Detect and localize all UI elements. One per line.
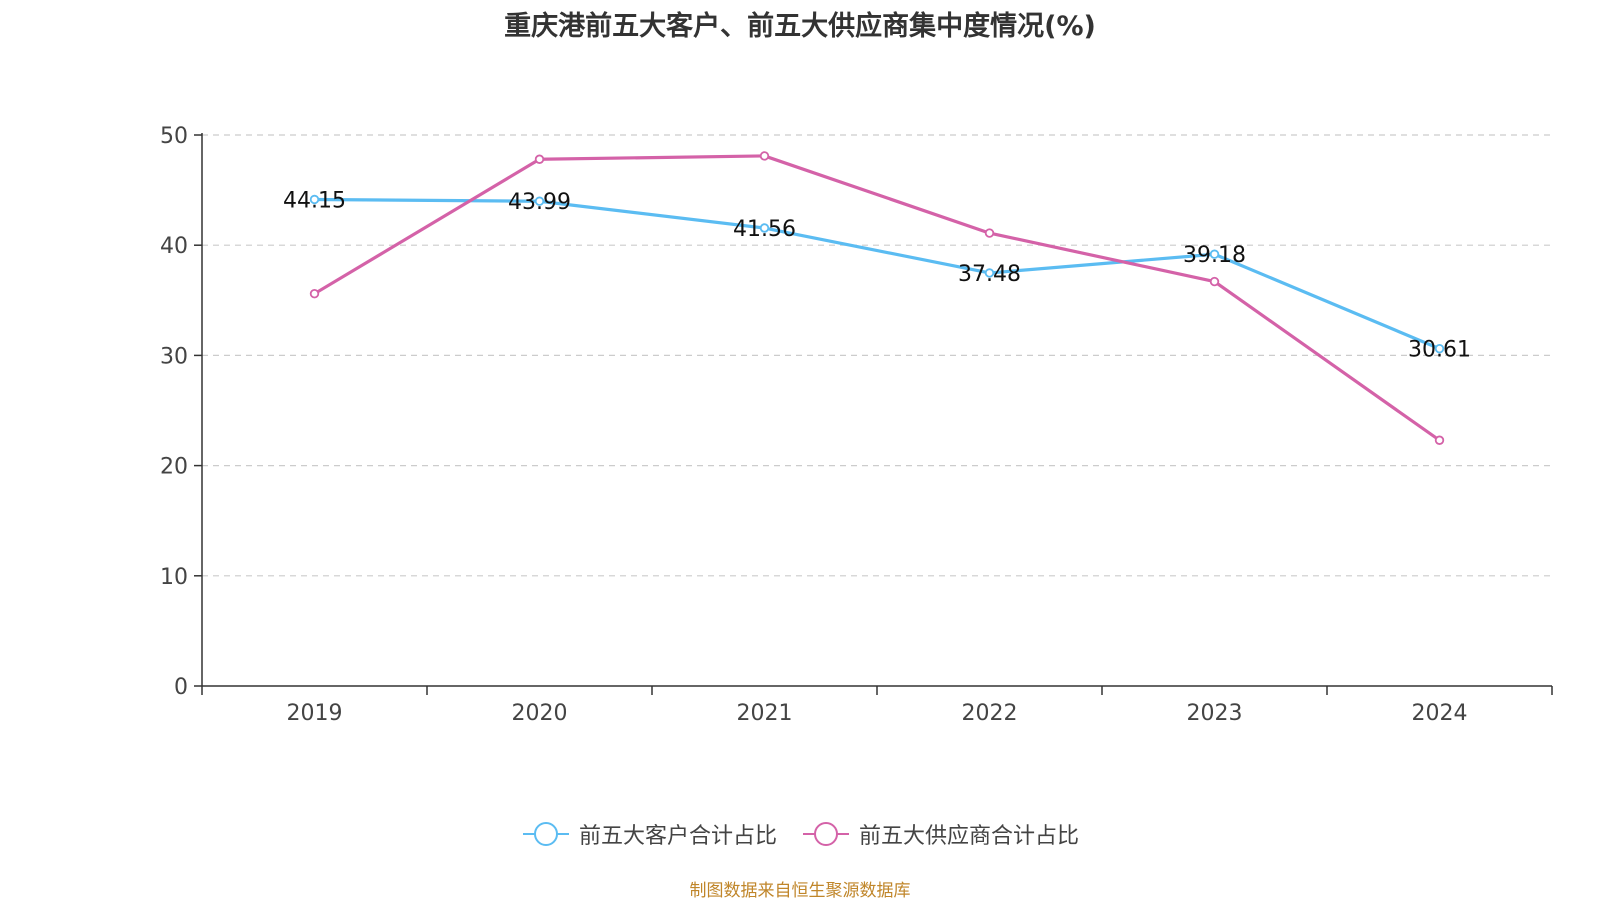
data-point-0 — [309, 194, 320, 205]
data-point-0 — [1209, 249, 1220, 259]
x-tick-label: 2022 — [962, 701, 1018, 726]
data-point-1 — [1434, 435, 1445, 445]
data-label: 37.48 — [958, 262, 1021, 287]
legend-marker-suppliers-icon — [803, 822, 849, 846]
x-tick-label: 2020 — [512, 701, 568, 726]
y-tick-label: 40 — [160, 234, 188, 259]
data-point-1 — [309, 288, 320, 299]
x-tick-label: 2019 — [287, 701, 343, 726]
legend-marker-customers-icon — [522, 822, 569, 846]
y-tick-label: 20 — [160, 455, 188, 480]
y-tick-label: 0 — [174, 675, 188, 700]
x-tick-label: 2024 — [1412, 701, 1468, 726]
source-note: 制图数据来自恒生聚源数据库 — [689, 881, 911, 901]
data-point-1 — [534, 154, 545, 164]
data-point-1 — [1209, 276, 1220, 287]
data-point-0 — [534, 196, 545, 206]
data-point-0 — [759, 223, 770, 233]
legend-item-customers[interactable]: 前五大客户合计占比 — [521, 818, 777, 850]
data-point-1 — [984, 228, 995, 238]
data-point-1 — [759, 151, 770, 161]
data-label: 44.15 — [283, 188, 346, 213]
series-line-0 — [314, 197, 1441, 351]
legend-label-customers: 前五大客户合计占比 — [578, 824, 777, 849]
y-tick-label: 50 — [160, 124, 188, 149]
y-tick-label: 10 — [160, 565, 188, 590]
data-label: 41.56 — [733, 217, 796, 242]
data-label: 39.18 — [1183, 243, 1246, 268]
legend-item-suppliers[interactable]: 前五大供应商合计占比 — [801, 818, 1079, 850]
x-tick-label: 2021 — [737, 701, 793, 726]
data-point-0 — [984, 268, 995, 278]
data-label: 43.99 — [508, 190, 571, 215]
y-tick-label: 30 — [160, 344, 188, 369]
data-point-0 — [1434, 343, 1445, 354]
series-line-1 — [313, 154, 1441, 442]
chart-legend: 前五大客户合计占比 前五大供应商合计占比 — [0, 818, 1600, 850]
legend-label-suppliers: 前五大供应商合计占比 — [859, 824, 1080, 849]
x-tick-label: 2023 — [1187, 701, 1243, 726]
chart-title: 重庆港前五大客户、前五大供应商集中度情况(%) — [504, 11, 1096, 42]
data-label: 30.61 — [1408, 338, 1471, 363]
